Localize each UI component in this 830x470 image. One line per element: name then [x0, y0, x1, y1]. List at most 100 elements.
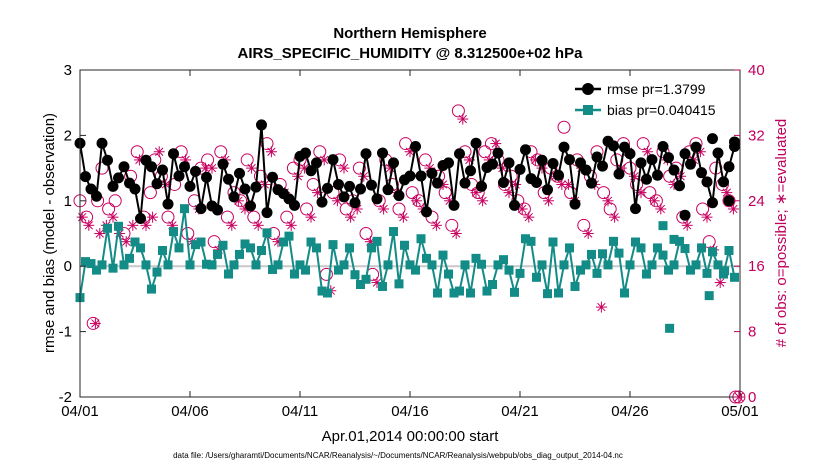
evaluated-marker [490, 138, 502, 150]
star-stroke [201, 163, 210, 173]
rmse-marker [80, 171, 91, 183]
rmse-marker [179, 161, 190, 173]
bias-marker [642, 269, 651, 279]
rmse-marker [410, 141, 421, 153]
rmse-marker [338, 191, 350, 203]
rmse-marker [635, 157, 647, 169]
evaluated-marker [523, 211, 535, 223]
rmse-marker [355, 183, 366, 195]
evaluated-marker [94, 228, 106, 239]
x-tick-label: 04/11 [282, 403, 318, 420]
bias-marker [581, 260, 591, 270]
possible-marker [253, 169, 267, 183]
bias-marker [207, 260, 217, 270]
bias-marker [306, 237, 316, 247]
legend-bias-marker [583, 105, 593, 115]
evaluated-marker [338, 162, 350, 174]
bias-marker [504, 265, 514, 275]
bias-marker [345, 243, 354, 253]
bias-marker [477, 259, 486, 269]
possible-marker [557, 120, 571, 134]
rmse-marker [349, 197, 361, 209]
star-stroke [478, 196, 487, 206]
bias-marker [592, 268, 602, 278]
bias-marker [273, 260, 283, 270]
bias-marker [185, 260, 195, 270]
bias-line [79, 208, 736, 298]
chart-title: Northern Hemisphere [333, 25, 486, 42]
evaluated-marker [285, 219, 297, 231]
star-stroke [517, 204, 527, 214]
bias-marker [246, 243, 255, 253]
bias-marker [499, 255, 508, 265]
bias-marker [653, 243, 662, 253]
bias-marker [394, 279, 404, 289]
rmse-marker [690, 141, 702, 153]
evaluated-marker [609, 211, 621, 223]
star-stroke [346, 212, 355, 222]
rmse-marker [223, 173, 234, 185]
rmse-marker [162, 198, 174, 210]
star-stroke [253, 221, 263, 230]
rmse-marker [470, 137, 482, 149]
rmse-marker [300, 147, 311, 159]
bias-marker [587, 249, 596, 259]
bias-marker [614, 248, 624, 258]
rmse-marker [305, 165, 317, 177]
star-stroke [121, 237, 131, 246]
plot-area [80, 70, 740, 397]
star-stroke [636, 188, 646, 197]
possible-marker [300, 202, 314, 216]
y-tick-right-label: 0 [748, 389, 756, 406]
rmse-marker [613, 168, 625, 180]
star-stroke [491, 139, 501, 148]
rmse-marker [498, 176, 509, 188]
rmse-marker [102, 154, 113, 166]
possible-marker [636, 137, 650, 151]
possible-marker [247, 210, 261, 224]
legend: rmse pr=1.3799 bias pr=0.040415 [570, 76, 730, 120]
y-tick-right-label: 40 [748, 62, 765, 79]
legend-bias-label: bias pr=0.040415 [607, 102, 716, 118]
bias-marker [130, 237, 140, 247]
rmse-marker [723, 161, 735, 173]
rmse-marker [448, 199, 460, 211]
rmse-marker [333, 178, 344, 190]
bias-marker [658, 250, 668, 260]
evaluated-marker [457, 113, 469, 125]
possible-marker [240, 153, 254, 167]
rmse-marker [729, 136, 740, 148]
star-stroke [267, 147, 276, 156]
possible-marker [280, 210, 294, 224]
bias-marker [229, 260, 239, 270]
bias-marker [372, 236, 382, 246]
star-stroke [458, 114, 468, 124]
star-stroke [603, 196, 613, 206]
rmse-marker [718, 176, 729, 188]
bias-marker [537, 260, 547, 270]
rmse-marker [239, 183, 251, 195]
rmse-marker [558, 141, 570, 153]
rmse-marker [228, 191, 240, 203]
bias-marker [471, 253, 481, 263]
bias-marker [196, 237, 206, 247]
possible-marker [143, 186, 157, 200]
bias-marker [411, 265, 420, 275]
bias-marker [669, 234, 679, 244]
bias-marker [438, 250, 448, 260]
bias-marker [433, 288, 442, 298]
rmse-marker [256, 119, 267, 131]
rmse-marker [492, 147, 504, 159]
bias-marker [515, 268, 525, 278]
star-stroke [339, 163, 349, 173]
possible-marker [102, 202, 116, 216]
rmse-marker [415, 170, 427, 182]
evaluated-marker [543, 195, 555, 207]
evaluated-marker [602, 195, 614, 207]
bias-marker [284, 231, 294, 241]
evaluated-marker [83, 219, 95, 231]
bias-marker [598, 249, 607, 259]
rmse-marker [344, 180, 355, 192]
bias-marker [620, 288, 629, 298]
bias-marker [202, 259, 211, 269]
